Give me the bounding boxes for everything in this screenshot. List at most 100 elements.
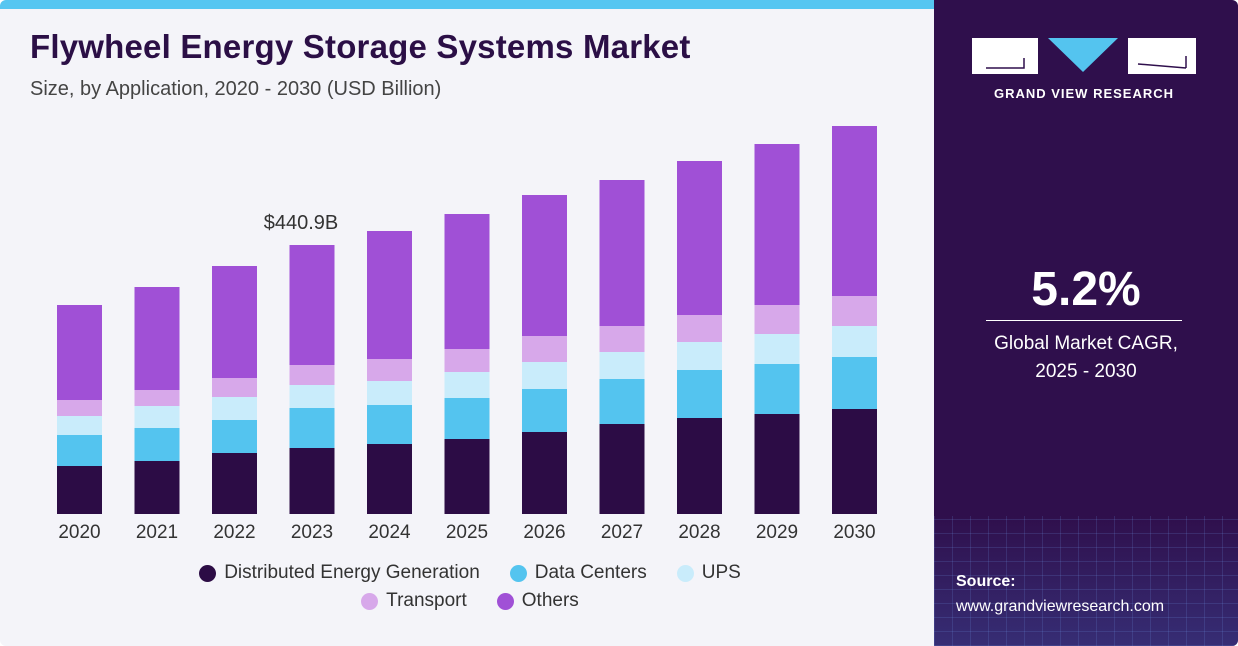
- bar-segment-data-centers-2020: [57, 435, 102, 466]
- x-tick-label: 2027: [601, 522, 643, 543]
- chart-legend: Distributed Energy Generation Data Center…: [40, 562, 900, 612]
- bar-segment-transport-2023: [289, 365, 335, 385]
- bar-segment-distributed-energy-generation-2029: [754, 414, 800, 514]
- bar-segment-others-2024: [367, 231, 412, 359]
- bar-segment-ups-2029: [754, 334, 800, 364]
- source-url[interactable]: www.grandviewresearch.com: [956, 598, 1165, 615]
- bar-segment-others-2029: [754, 144, 800, 305]
- bar-segment-distributed-energy-generation-2021: [134, 461, 180, 514]
- chart-title: Flywheel Energy Storage Systems Market: [30, 28, 691, 65]
- legend-item: Transport: [361, 590, 467, 612]
- grand-view-research-logo: [972, 38, 1196, 74]
- bar-segment-ups-2022: [212, 397, 257, 420]
- bar-segment-ups-2020: [57, 416, 102, 435]
- bar-segment-data-centers-2023: [289, 408, 335, 448]
- bar-segment-distributed-energy-generation-2023: [289, 448, 335, 514]
- bar-segment-distributed-energy-generation-2024: [367, 444, 412, 514]
- bar-segment-transport-2026: [522, 336, 567, 362]
- cagr-label-line1: Global Market CAGR,: [994, 333, 1178, 354]
- cagr-value: 5.2%: [1031, 263, 1141, 316]
- legend-label: Others: [521, 590, 579, 611]
- legend-item: Distributed Energy Generation: [199, 562, 480, 584]
- cagr-label: Global Market CAGR, 2025 - 2030: [934, 330, 1238, 386]
- bar-segment-others-2023: [289, 245, 335, 365]
- bar-segment-data-centers-2025: [444, 398, 490, 439]
- bar-segment-transport-2027: [599, 326, 645, 352]
- source-label: Source:: [956, 573, 1016, 590]
- chart-subtitle: Size, by Application, 2020 - 2030 (USD B…: [30, 78, 442, 100]
- side-panel: GRAND VIEW RESEARCH 5.2% Global Market C…: [934, 0, 1238, 646]
- bar-segment-others-2021: [134, 287, 180, 390]
- bar-segment-ups-2021: [134, 406, 180, 428]
- legend-label: Distributed Energy Generation: [224, 562, 480, 583]
- bar-segment-ups-2026: [522, 362, 567, 389]
- divider: [986, 320, 1182, 321]
- bar-segment-data-centers-2024: [367, 405, 412, 444]
- bar-segment-data-centers-2030: [832, 357, 877, 409]
- accent-bar: [0, 0, 934, 9]
- decorative-grid: [934, 516, 1238, 646]
- bar-segment-data-centers-2026: [522, 389, 567, 432]
- legend-label: UPS: [701, 562, 741, 583]
- legend-item: Others: [496, 590, 579, 612]
- bar-segment-transport-2022: [212, 378, 257, 397]
- bar-segment-distributed-energy-generation-2027: [599, 424, 645, 514]
- x-tick-label: 2026: [523, 522, 565, 543]
- legend-swatch-icon: [496, 592, 514, 610]
- x-tick-label: 2029: [756, 522, 798, 543]
- bar-segment-transport-2020: [57, 400, 102, 416]
- legend-row: Distributed Energy Generation Data Center…: [199, 562, 741, 584]
- bar-segment-transport-2025: [444, 349, 490, 372]
- x-tick-label: 2030: [833, 522, 875, 543]
- bar-segment-distributed-energy-generation-2025: [444, 439, 490, 514]
- bar-segment-others-2028: [677, 161, 722, 315]
- x-tick-label: 2023: [291, 522, 333, 543]
- bar-segment-others-2026: [522, 195, 567, 336]
- legend-swatch-icon: [676, 564, 694, 582]
- x-tick-label: 2025: [446, 522, 488, 543]
- bar-segment-others-2025: [444, 214, 490, 349]
- bar-segment-ups-2023: [289, 385, 335, 408]
- stacked-bar-chart: 2020 2021 2022 2023 $440.9B 2024 2025 2026 2027 2…: [57, 126, 877, 543]
- bar-segment-transport-2030: [832, 296, 877, 326]
- bar-segment-ups-2028: [677, 342, 722, 370]
- bar-segment-transport-2021: [134, 390, 180, 406]
- legend-item: UPS: [676, 562, 741, 584]
- bar-segment-transport-2029: [754, 305, 800, 334]
- bar-segment-data-centers-2022: [212, 420, 257, 453]
- legend-item: Data Centers: [509, 562, 647, 584]
- bar-segment-others-2022: [212, 266, 257, 378]
- x-tick-label: 2020: [58, 522, 100, 543]
- bar-segment-distributed-energy-generation-2028: [677, 418, 722, 514]
- legend-swatch-icon: [199, 564, 217, 582]
- bar-segment-others-2020: [57, 305, 102, 400]
- bar-segment-ups-2025: [444, 372, 490, 398]
- legend-row: Transport Others: [361, 590, 579, 612]
- x-tick-label: 2021: [136, 522, 178, 543]
- bar-segment-distributed-energy-generation-2020: [57, 466, 102, 514]
- bar-segment-data-centers-2028: [677, 370, 722, 418]
- bar-segment-others-2030: [832, 126, 877, 296]
- bar-segment-ups-2027: [599, 352, 645, 379]
- bar-segment-transport-2028: [677, 315, 722, 342]
- bar-segment-ups-2030: [832, 326, 877, 357]
- legend-swatch-icon: [361, 592, 379, 610]
- legend-swatch-icon: [509, 564, 527, 582]
- bar-segment-data-centers-2027: [599, 379, 645, 424]
- x-tick-label: 2028: [678, 522, 720, 543]
- x-tick-label: 2022: [213, 522, 255, 543]
- bar-segment-ups-2024: [367, 381, 412, 405]
- bar-segment-distributed-energy-generation-2030: [832, 409, 877, 514]
- legend-label: Transport: [386, 590, 467, 611]
- bar-segment-distributed-energy-generation-2026: [522, 432, 567, 514]
- bar-segment-others-2027: [599, 180, 645, 326]
- x-tick-label: 2024: [368, 522, 411, 543]
- bar-segment-distributed-energy-generation-2022: [212, 453, 257, 514]
- bar-segment-data-centers-2029: [754, 364, 800, 414]
- legend-label: Data Centers: [534, 562, 647, 583]
- cagr-label-line2: 2025 - 2030: [1035, 361, 1137, 382]
- bar-segment-transport-2024: [367, 359, 412, 381]
- bar-annotation: $440.9B: [264, 212, 339, 234]
- logo-wordmark: GRAND VIEW RESEARCH: [993, 86, 1175, 101]
